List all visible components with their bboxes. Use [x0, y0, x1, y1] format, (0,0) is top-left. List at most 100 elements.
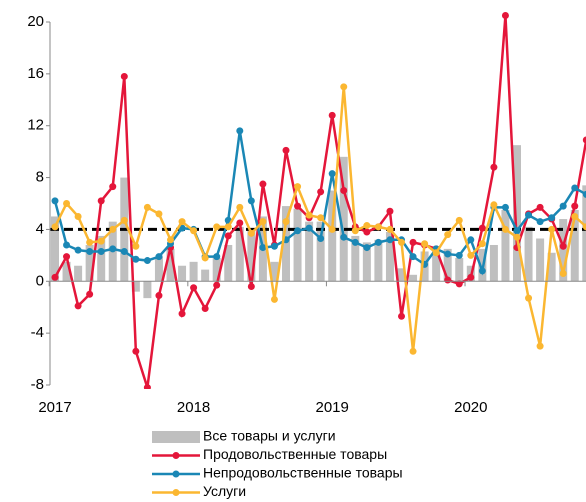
point	[374, 223, 382, 231]
point	[536, 218, 544, 226]
point	[109, 183, 117, 191]
point	[467, 251, 475, 259]
bar	[455, 257, 464, 282]
point	[467, 273, 475, 281]
point	[201, 305, 209, 313]
point	[317, 188, 325, 196]
point	[294, 227, 302, 235]
point	[224, 223, 232, 231]
point	[74, 212, 82, 220]
point	[386, 225, 394, 233]
point	[132, 347, 140, 355]
bar	[62, 261, 71, 282]
point	[328, 170, 336, 178]
point	[432, 249, 440, 257]
x-tick-label: 2018	[177, 399, 210, 416]
bar	[131, 281, 140, 292]
point	[478, 267, 486, 275]
point	[536, 203, 544, 211]
point	[143, 384, 151, 389]
point	[63, 241, 71, 249]
point	[51, 223, 59, 231]
point	[167, 236, 174, 244]
bar	[189, 261, 198, 282]
point	[259, 218, 267, 226]
bar	[397, 268, 406, 282]
point	[305, 224, 313, 232]
point	[259, 180, 267, 188]
point	[86, 290, 94, 298]
point	[201, 254, 209, 262]
bar	[328, 190, 337, 282]
bar	[536, 238, 545, 282]
point	[478, 224, 486, 232]
bar	[74, 265, 83, 282]
bar	[235, 226, 244, 282]
point	[120, 216, 128, 224]
point	[398, 238, 405, 246]
bar	[143, 281, 152, 299]
legend-swatch	[172, 452, 180, 459]
point	[236, 219, 244, 227]
point	[74, 246, 82, 254]
y-tick-label: 16	[27, 65, 44, 82]
point	[559, 242, 567, 250]
y-tick-label: -8	[31, 376, 44, 393]
legend-label: Услуги	[203, 483, 246, 499]
point	[571, 202, 579, 210]
point	[317, 235, 325, 243]
point	[155, 210, 163, 218]
line	[53, 15, 586, 388]
point	[455, 280, 463, 288]
point	[328, 225, 336, 233]
point	[51, 197, 59, 205]
bar	[224, 244, 233, 282]
bar	[501, 209, 510, 282]
point	[351, 227, 359, 235]
point	[582, 136, 586, 144]
legend-swatch	[152, 431, 200, 443]
point	[155, 253, 163, 261]
bar	[547, 252, 556, 282]
bar	[51, 216, 59, 282]
bar	[570, 209, 579, 282]
bar	[178, 265, 187, 282]
bar	[374, 239, 383, 282]
point	[467, 236, 475, 244]
point	[190, 227, 198, 235]
point	[536, 342, 544, 350]
point	[270, 242, 278, 250]
point	[213, 281, 221, 289]
point	[409, 253, 417, 261]
bar	[524, 226, 533, 282]
point	[374, 238, 382, 246]
point	[409, 347, 417, 355]
point	[351, 238, 359, 246]
bar	[362, 242, 371, 282]
point	[132, 255, 140, 263]
point	[63, 200, 71, 207]
point	[340, 187, 348, 195]
plot	[50, 12, 586, 389]
point	[51, 273, 59, 281]
point	[247, 282, 255, 290]
point	[109, 245, 117, 253]
point	[97, 197, 105, 205]
point	[282, 218, 290, 226]
point	[513, 227, 521, 235]
point	[455, 251, 463, 259]
point	[143, 203, 151, 211]
bar	[559, 219, 568, 282]
point	[236, 127, 244, 135]
point	[305, 211, 313, 219]
point	[571, 184, 579, 192]
point	[97, 247, 105, 255]
point	[63, 253, 71, 261]
point	[224, 232, 232, 240]
bar	[316, 221, 325, 282]
point	[143, 257, 151, 265]
x-tick-label: 2019	[316, 399, 349, 416]
legend-label: Непродовольственные товары	[203, 465, 403, 481]
bar	[582, 185, 586, 282]
y-tick-label: 4	[36, 220, 44, 237]
